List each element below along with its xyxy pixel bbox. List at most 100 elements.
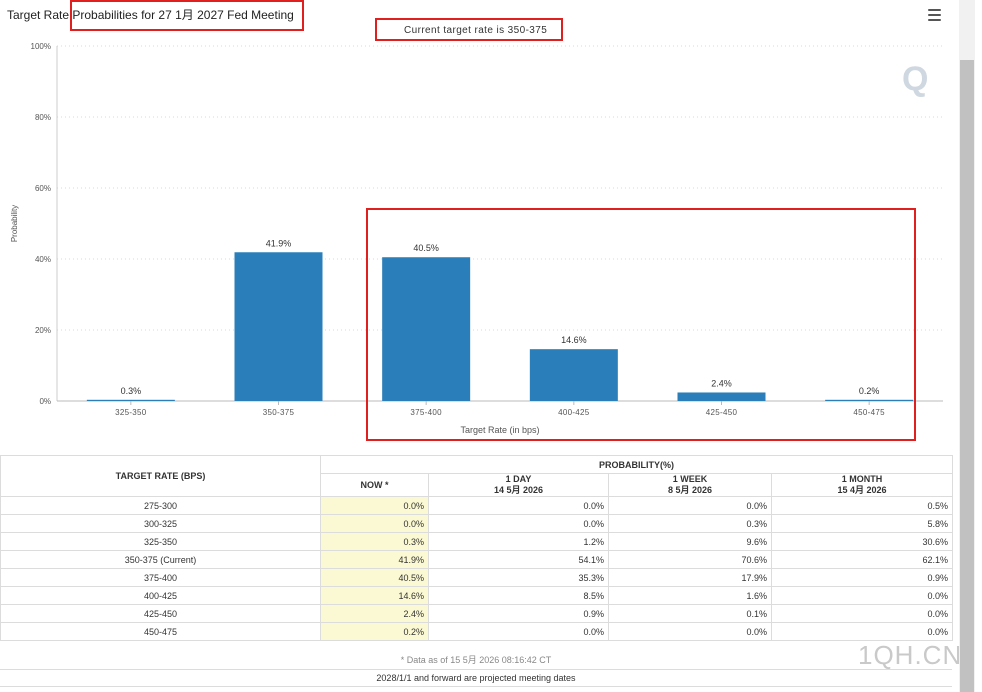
y-tick-label: 80% xyxy=(35,113,51,122)
probability-cell: 0.0% xyxy=(428,496,609,515)
probability-cell: 0.1% xyxy=(608,604,772,623)
y-axis-title: Probability xyxy=(10,205,19,242)
table-row: 350-375 (Current) 41.9% 54.1% 70.6% 62.1% xyxy=(0,550,953,569)
column-header: 1 MONTH 15 4月 2026 xyxy=(771,473,953,497)
probability-cell: 0.2% xyxy=(320,622,429,641)
table-row: 450-475 0.2% 0.0% 0.0% 0.0% xyxy=(0,622,953,641)
chart-title: Target Rate Probabilities for 27 1月 2027… xyxy=(7,8,294,22)
probability-cell: 35.3% xyxy=(428,568,609,587)
probability-cell: 1.6% xyxy=(608,586,772,605)
x-tick-label: 450-475 xyxy=(853,408,885,417)
probability-cell: 14.6% xyxy=(320,586,429,605)
x-tick-label: 375-400 xyxy=(410,408,442,417)
target-rate-cell: 350-375 (Current) xyxy=(0,550,321,569)
probability-cell: 0.0% xyxy=(771,604,953,623)
probability-table: TARGET RATE (BPS) PROBABILITY(%) NOW * 1 … xyxy=(0,455,953,641)
probability-cell: 62.1% xyxy=(771,550,953,569)
data-label: 0.3% xyxy=(121,386,142,396)
column-header-date: 14 5月 2026 xyxy=(493,485,544,495)
probability-cell: 5.8% xyxy=(771,514,953,533)
x-tick-label: 425-450 xyxy=(706,408,738,417)
table-row: 425-450 2.4% 0.9% 0.1% 0.0% xyxy=(0,604,953,623)
bar-350-375 xyxy=(234,252,323,401)
q-logo-watermark: Q xyxy=(902,60,929,98)
window-edge xyxy=(975,0,982,692)
bar-450-475 xyxy=(825,399,914,401)
bar-400-425 xyxy=(529,349,618,401)
probability-cell: 0.3% xyxy=(320,532,429,551)
probability-cell: 0.0% xyxy=(771,586,953,605)
probability-cell: 0.0% xyxy=(320,514,429,533)
y-tick-label: 20% xyxy=(35,326,51,335)
data-label: 40.5% xyxy=(413,243,439,253)
probability-cell: 8.5% xyxy=(428,586,609,605)
probability-cell: 0.0% xyxy=(771,622,953,641)
table-row: 325-350 0.3% 1.2% 9.6% 30.6% xyxy=(0,532,953,551)
table-row: 400-425 14.6% 8.5% 1.6% 0.0% xyxy=(0,586,953,605)
site-logo: 1QH.CN xyxy=(858,640,963,670)
header-probability: PROBABILITY(%) xyxy=(320,455,953,474)
target-rate-cell: 375-400 xyxy=(0,568,321,587)
y-tick-label: 60% xyxy=(35,184,51,193)
target-rate-cell: 275-300 xyxy=(0,496,321,515)
data-label: 14.6% xyxy=(561,335,587,345)
x-tick-label: 350-375 xyxy=(263,408,295,417)
probability-cell: 0.5% xyxy=(771,496,953,515)
column-header-label: NOW * xyxy=(360,479,389,490)
target-rate-cell: 450-475 xyxy=(0,622,321,641)
probability-cell: 0.3% xyxy=(608,514,772,533)
hamburger-menu-icon[interactable] xyxy=(928,9,941,21)
probability-cell: 0.0% xyxy=(428,622,609,641)
projected-dates-note: 2028/1/1 and forward are projected meeti… xyxy=(376,673,576,683)
data-timestamp-note: * Data as of 15 5月 2026 08:16:42 CT xyxy=(400,655,552,665)
scrollbar-thumb[interactable] xyxy=(960,60,974,692)
bar-325-350 xyxy=(86,399,175,401)
target-rate-cell: 325-350 xyxy=(0,532,321,551)
bar-425-450 xyxy=(677,392,766,401)
probability-cell: 0.9% xyxy=(771,568,953,587)
probability-cell: 0.0% xyxy=(608,622,772,641)
probability-cell: 40.5% xyxy=(320,568,429,587)
table-row: 275-300 0.0% 0.0% 0.0% 0.5% xyxy=(0,496,953,515)
probability-cell: 70.6% xyxy=(608,550,772,569)
probability-cell: 0.9% xyxy=(428,604,609,623)
data-label: 41.9% xyxy=(266,238,292,248)
probability-cell: 30.6% xyxy=(771,532,953,551)
probability-cell: 41.9% xyxy=(320,550,429,569)
bar-chart: 0% 20% 40% 60% 80% 100% 0.3% 325-350 41.9% 350-37… xyxy=(10,42,943,435)
probability-cell: 0.0% xyxy=(608,496,772,515)
column-header-label: 1 MONTH xyxy=(841,474,883,484)
column-header-date: 8 5月 2026 xyxy=(667,485,713,495)
target-rate-cell: 400-425 xyxy=(0,586,321,605)
column-header-date: 15 4月 2026 xyxy=(837,485,887,495)
column-header: 1 DAY 14 5月 2026 xyxy=(428,473,609,497)
data-label: 2.4% xyxy=(711,378,732,388)
column-header: 1 WEEK 8 5月 2026 xyxy=(608,473,772,497)
x-tick-label: 325-350 xyxy=(115,408,147,417)
column-header-label: 1 DAY xyxy=(505,474,532,484)
probability-cell: 0.0% xyxy=(428,514,609,533)
probability-cell: 0.0% xyxy=(320,496,429,515)
probability-cell: 1.2% xyxy=(428,532,609,551)
table-row: 300-325 0.0% 0.0% 0.3% 5.8% xyxy=(0,514,953,533)
header-target-rate: TARGET RATE (BPS) xyxy=(0,455,321,497)
probability-cell: 54.1% xyxy=(428,550,609,569)
probability-cell: 17.9% xyxy=(608,568,772,587)
y-tick-label: 40% xyxy=(35,255,51,264)
chart-subtitle: Current target rate is 350-375 xyxy=(404,25,548,36)
probability-cell: 2.4% xyxy=(320,604,429,623)
data-label: 0.2% xyxy=(859,386,880,396)
divider xyxy=(0,669,952,670)
x-axis-title: Target Rate (in bps) xyxy=(460,425,539,435)
y-tick-label: 0% xyxy=(39,397,51,406)
probability-cell: 9.6% xyxy=(608,532,772,551)
target-rate-cell: 425-450 xyxy=(0,604,321,623)
x-tick-label: 400-425 xyxy=(558,408,590,417)
divider xyxy=(0,686,952,687)
column-header: NOW * xyxy=(320,473,429,497)
table-row: 375-400 40.5% 35.3% 17.9% 0.9% xyxy=(0,568,953,587)
y-tick-label: 100% xyxy=(31,42,51,51)
bar-375-400 xyxy=(382,257,471,401)
target-rate-cell: 300-325 xyxy=(0,514,321,533)
column-header-label: 1 WEEK xyxy=(672,474,708,484)
